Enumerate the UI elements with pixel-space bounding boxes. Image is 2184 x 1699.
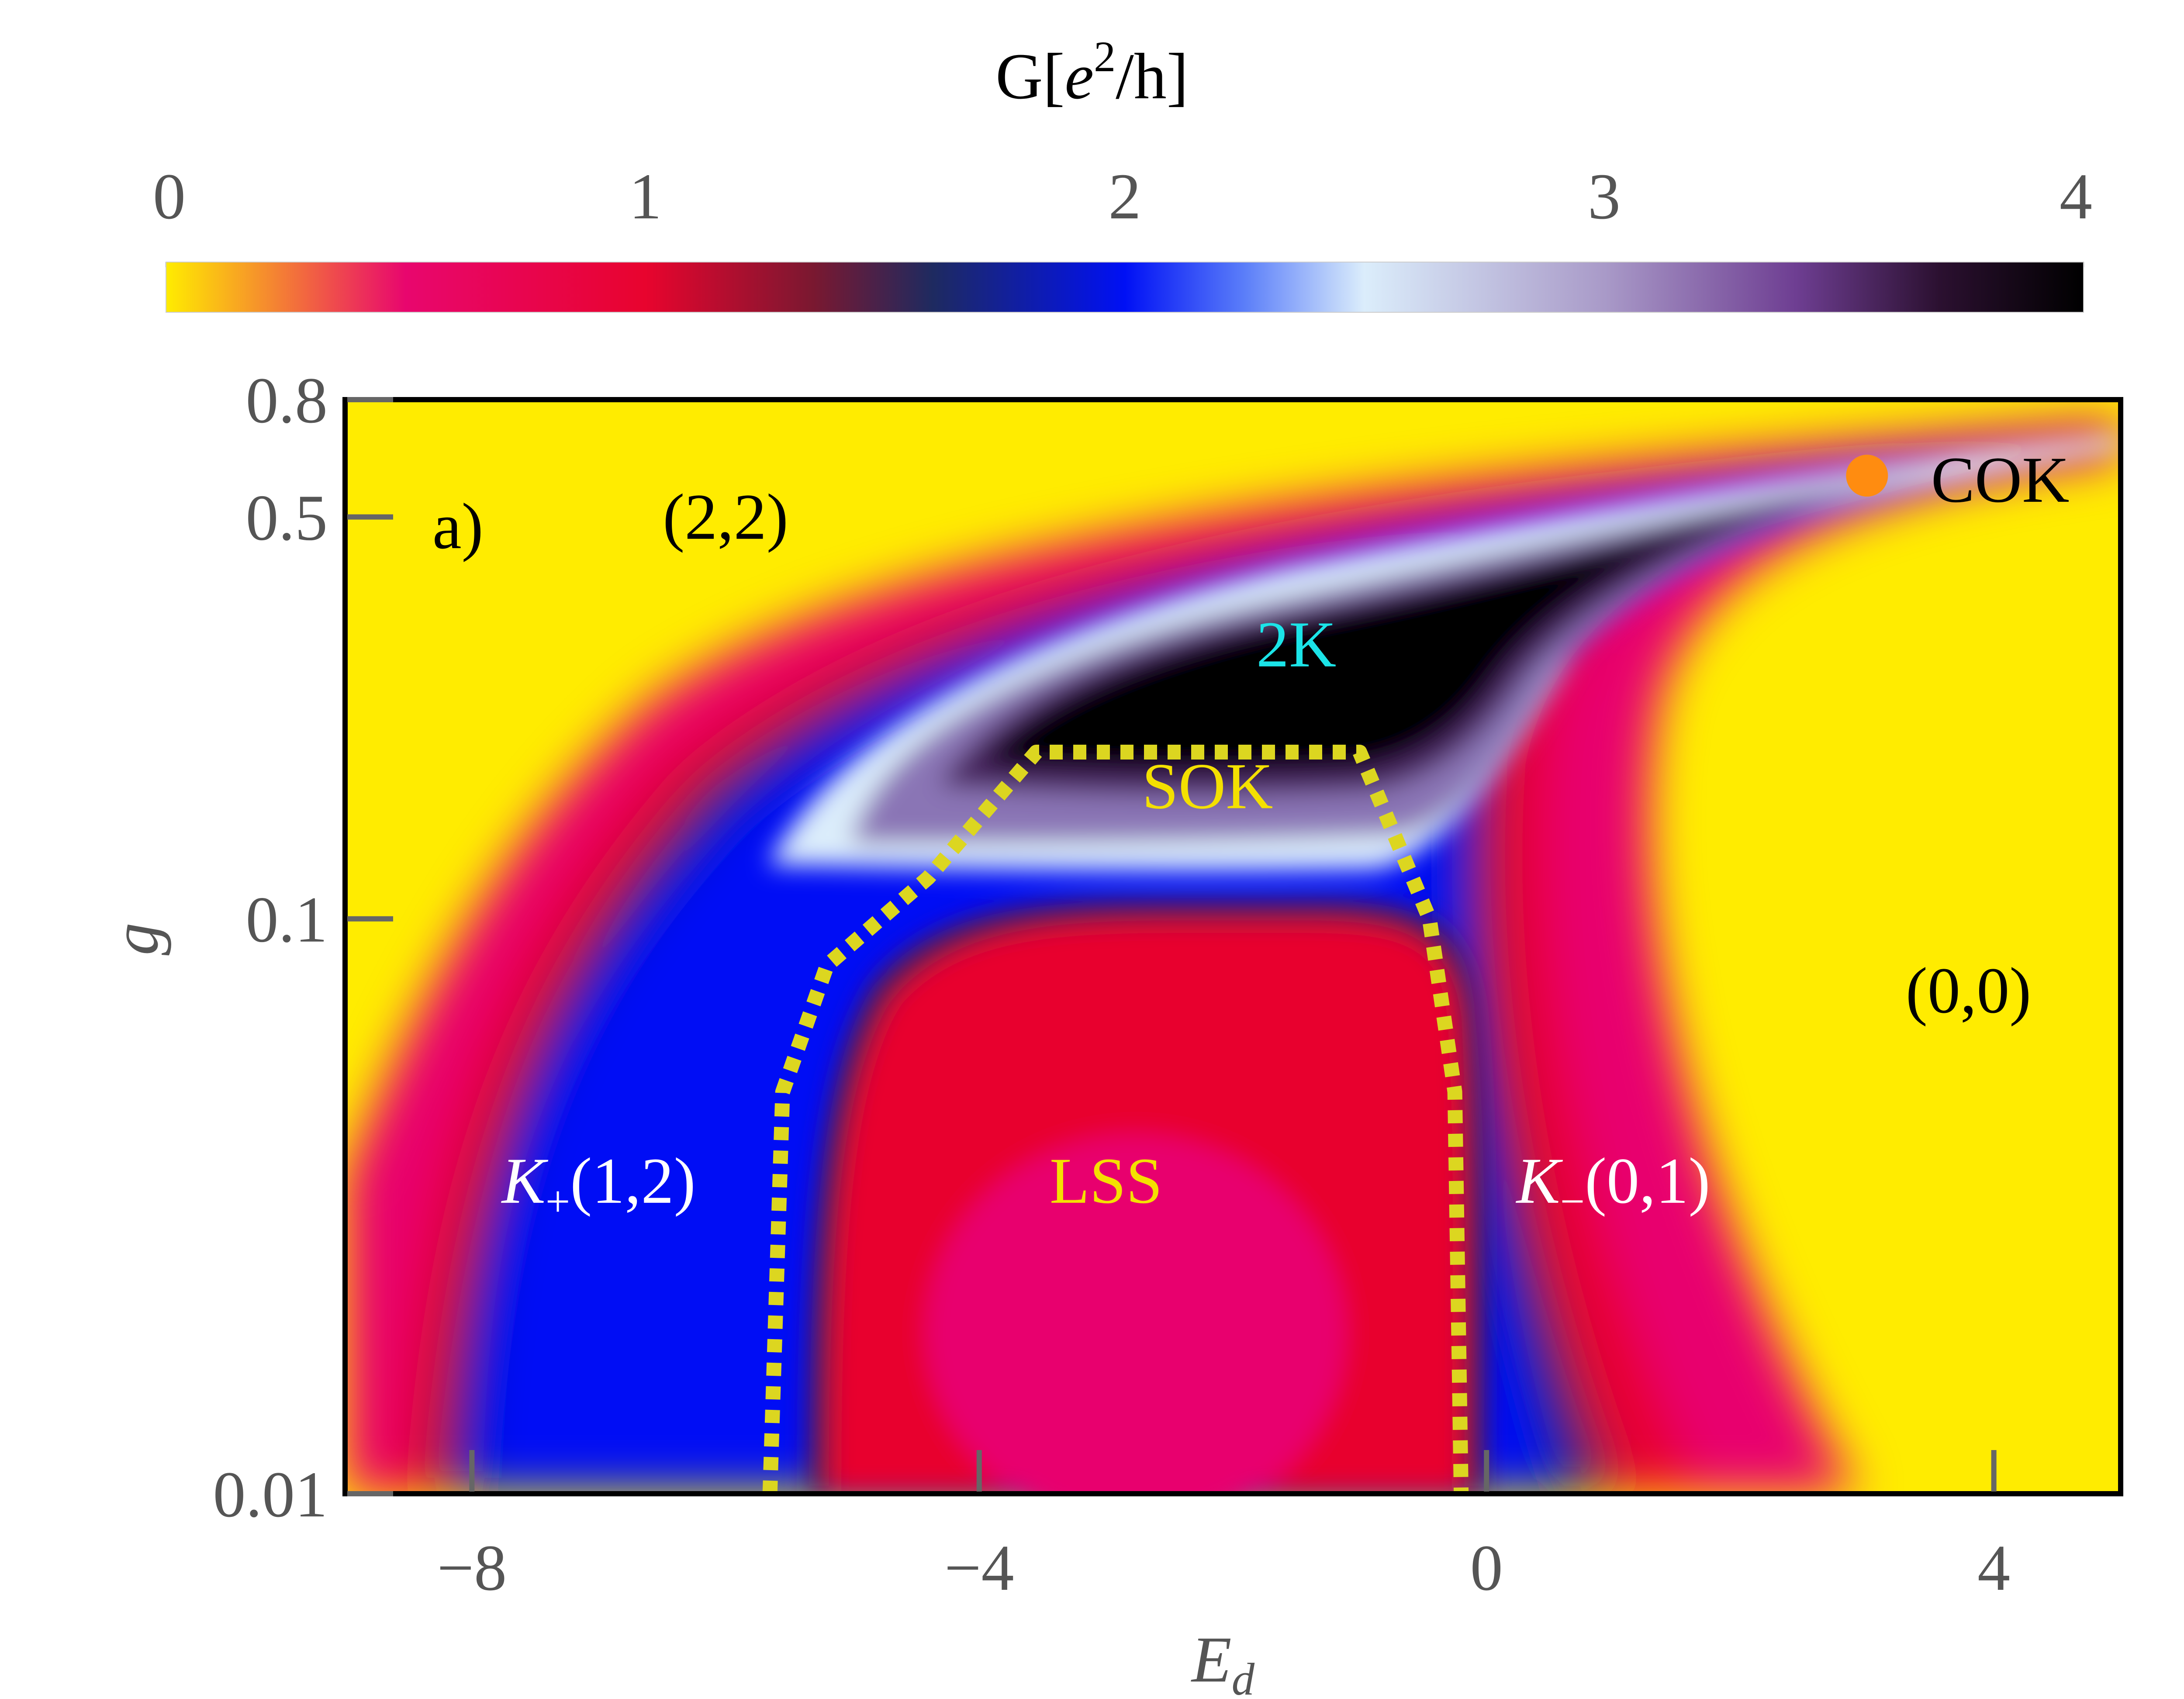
kondo-region-label: K+(1,2): [501, 1145, 696, 1226]
x-axis-ticks: −8 −4 0 4: [437, 1450, 2010, 1604]
heatmap: [345, 400, 2121, 1494]
region-label: COK: [1931, 444, 2070, 516]
colorbar-ticks: 0 1 2 3 4: [153, 160, 2092, 267]
colorbar-tick-label: 3: [1588, 160, 1621, 233]
y-tick-label: 0.01: [213, 1458, 328, 1531]
region-label: (2,2): [663, 481, 788, 553]
colorbar-tick-label: 4: [2060, 160, 2092, 233]
y-tick-label: 0.1: [246, 884, 328, 956]
y-axis-ticks: 0.01 0.1 0.5 0.8: [213, 364, 393, 1531]
region-label: SOK: [1142, 750, 1273, 822]
y-axis-title: g: [99, 923, 172, 956]
cok-point: [1846, 455, 1888, 497]
colorbar-tick-label: 1: [629, 160, 662, 233]
colorbar-tick-label: 0: [153, 160, 186, 233]
panel-label: a): [432, 490, 484, 563]
x-tick-label: −8: [437, 1532, 507, 1604]
region-labels: (2,2) 2K SOK LSS (0,0) COK K+(1,2) K−(0,1): [501, 444, 2070, 1226]
kondo-region-label: K−(0,1): [1516, 1145, 1711, 1226]
region-label: LSS: [1050, 1145, 1162, 1217]
x-axis-title: Ed: [1191, 1623, 1255, 1699]
region-label: 2K: [1256, 608, 1336, 681]
x-tick-label: 4: [1977, 1532, 2010, 1604]
colorbar-title: G[e2/h]: [995, 32, 1189, 113]
x-tick-label: −4: [944, 1532, 1014, 1604]
region-label: (0,0): [1906, 954, 2031, 1027]
colorbar: [166, 262, 2084, 313]
colorbar-tick-label: 2: [1109, 160, 1141, 233]
y-tick-label: 0.5: [246, 482, 328, 554]
lss-boundary-line: [762, 744, 1469, 1494]
plot-frame: [342, 397, 2123, 1496]
y-tick-label: 0.8: [246, 364, 328, 437]
x-tick-label: 0: [1470, 1532, 1503, 1604]
